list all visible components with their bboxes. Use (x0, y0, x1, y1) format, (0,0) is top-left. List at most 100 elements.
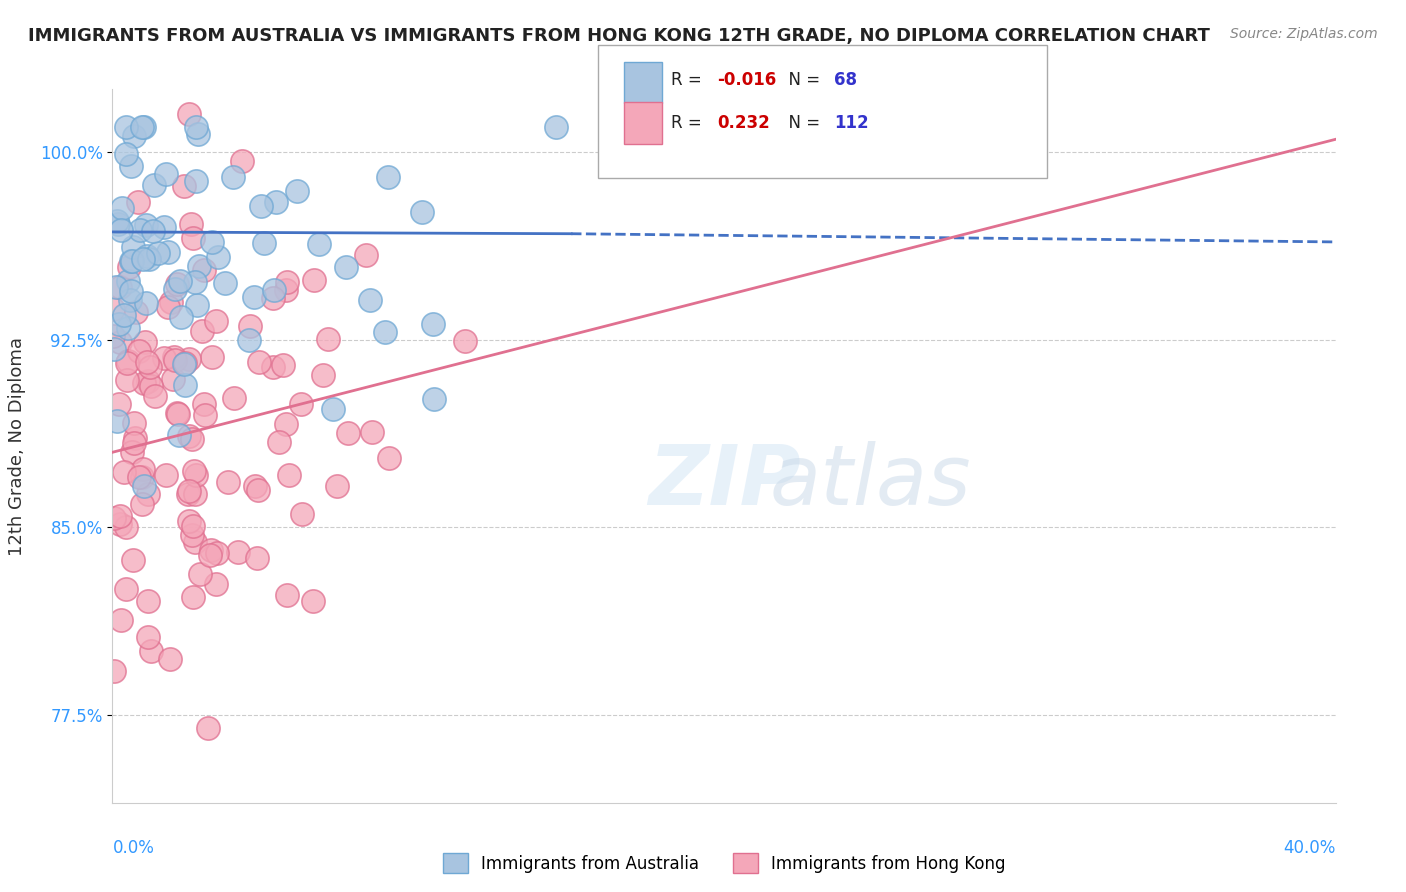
Text: ZIP: ZIP (648, 442, 800, 522)
Immigrants from Hong Kong (115, 582, 138, 597)
Immigrants from Hong Kong (180, 432, 202, 446)
Immigrants from Hong Kong (290, 397, 312, 411)
Immigrants from Australia (103, 342, 125, 356)
Immigrants from Australia (132, 252, 155, 266)
Immigrants from Australia (115, 146, 138, 161)
Immigrants from Australia (186, 174, 208, 188)
Immigrants from Australia (138, 252, 160, 266)
Immigrants from Australia (187, 127, 209, 141)
Immigrants from Hong Kong (162, 372, 184, 386)
Immigrants from Hong Kong (222, 392, 245, 406)
Immigrants from Hong Kong (180, 217, 202, 231)
Immigrants from Hong Kong (184, 534, 207, 549)
Immigrants from Australia (157, 244, 180, 259)
Immigrants from Hong Kong (103, 511, 125, 525)
Text: N =: N = (778, 114, 825, 132)
Immigrants from Hong Kong (138, 630, 160, 644)
Text: Source: ZipAtlas.com: Source: ZipAtlas.com (1230, 27, 1378, 41)
Immigrants from Hong Kong (166, 277, 188, 291)
Immigrants from Hong Kong (191, 324, 214, 338)
Immigrants from Hong Kong (194, 408, 217, 422)
Immigrants from Hong Kong (103, 665, 125, 679)
Immigrants from Australia (129, 222, 152, 236)
Immigrants from Australia (411, 205, 433, 219)
Immigrants from Hong Kong (157, 300, 180, 314)
Immigrants from Hong Kong (155, 468, 177, 483)
Immigrants from Hong Kong (134, 376, 156, 391)
Immigrants from Australia (359, 293, 381, 307)
Immigrants from Hong Kong (181, 231, 204, 245)
Immigrants from Australia (124, 128, 146, 143)
Immigrants from Hong Kong (277, 467, 299, 482)
Immigrants from Hong Kong (118, 260, 141, 275)
Immigrants from Hong Kong (184, 487, 207, 501)
Immigrants from Hong Kong (246, 551, 269, 566)
Immigrants from Hong Kong (183, 590, 205, 604)
Immigrants from Hong Kong (226, 545, 249, 559)
Immigrants from Australia (118, 293, 141, 307)
Immigrants from Australia (374, 325, 396, 339)
Immigrants from Hong Kong (354, 247, 377, 261)
Immigrants from Hong Kong (957, 120, 980, 134)
Immigrants from Australia (285, 184, 308, 198)
Immigrants from Hong Kong (276, 276, 298, 290)
Immigrants from Hong Kong (181, 519, 204, 533)
Immigrants from Hong Kong (131, 497, 153, 511)
Immigrants from Australia (173, 357, 195, 371)
Immigrants from Australia (135, 295, 157, 310)
Immigrants from Hong Kong (110, 508, 132, 523)
Immigrants from Hong Kong (361, 425, 384, 439)
Immigrants from Australia (544, 120, 567, 134)
Immigrants from Australia (266, 195, 288, 210)
Immigrants from Australia (143, 178, 166, 193)
Immigrants from Hong Kong (163, 352, 186, 367)
Immigrants from Australia (135, 249, 157, 263)
Immigrants from Australia (111, 201, 134, 215)
Text: N =: N = (778, 71, 825, 89)
Immigrants from Hong Kong (336, 425, 359, 440)
Immigrants from Hong Kong (136, 487, 159, 501)
Immigrants from Hong Kong (125, 305, 148, 319)
Immigrants from Hong Kong (128, 470, 150, 484)
Text: R =: R = (671, 114, 707, 132)
Immigrants from Hong Kong (135, 355, 157, 369)
Immigrants from Hong Kong (193, 397, 215, 411)
Immigrants from Hong Kong (117, 373, 139, 387)
Immigrants from Australia (263, 283, 285, 297)
Immigrants from Hong Kong (200, 542, 222, 557)
Immigrants from Hong Kong (276, 417, 298, 431)
Text: 0.232: 0.232 (717, 114, 770, 132)
Text: 68: 68 (834, 71, 856, 89)
Immigrants from Hong Kong (231, 154, 253, 169)
Immigrants from Australia (170, 310, 193, 325)
Immigrants from Hong Kong (181, 527, 204, 541)
Immigrants from Hong Kong (177, 483, 200, 498)
Immigrants from Australia (253, 235, 276, 250)
Immigrants from Hong Kong (160, 295, 183, 310)
Immigrants from Hong Kong (131, 462, 153, 476)
Immigrants from Hong Kong (108, 280, 131, 294)
Immigrants from Australia (322, 402, 344, 417)
Immigrants from Hong Kong (143, 389, 166, 403)
Immigrants from Hong Kong (136, 593, 159, 607)
Immigrants from Hong Kong (200, 548, 222, 562)
Immigrants from Hong Kong (183, 464, 205, 478)
Immigrants from Hong Kong (247, 355, 270, 369)
Immigrants from Australia (165, 282, 187, 296)
Immigrants from Hong Kong (138, 360, 160, 375)
Immigrants from Hong Kong (177, 107, 200, 121)
Immigrants from Australia (142, 224, 165, 238)
Text: IMMIGRANTS FROM AUSTRALIA VS IMMIGRANTS FROM HONG KONG 12TH GRADE, NO DIPLOMA CO: IMMIGRANTS FROM AUSTRALIA VS IMMIGRANTS … (28, 27, 1211, 45)
Text: -0.016: -0.016 (717, 71, 776, 89)
Immigrants from Australia (188, 260, 211, 274)
Immigrants from Hong Kong (204, 577, 226, 591)
Immigrants from Hong Kong (179, 429, 201, 443)
Immigrants from Hong Kong (377, 450, 399, 465)
Immigrants from Hong Kong (188, 566, 211, 581)
Immigrants from Hong Kong (177, 487, 200, 501)
Immigrants from Hong Kong (302, 273, 325, 287)
Text: 0.0%: 0.0% (112, 838, 155, 856)
Immigrants from Hong Kong (110, 613, 132, 627)
Immigrants from Hong Kong (112, 466, 135, 480)
Immigrants from Australia (201, 235, 224, 249)
